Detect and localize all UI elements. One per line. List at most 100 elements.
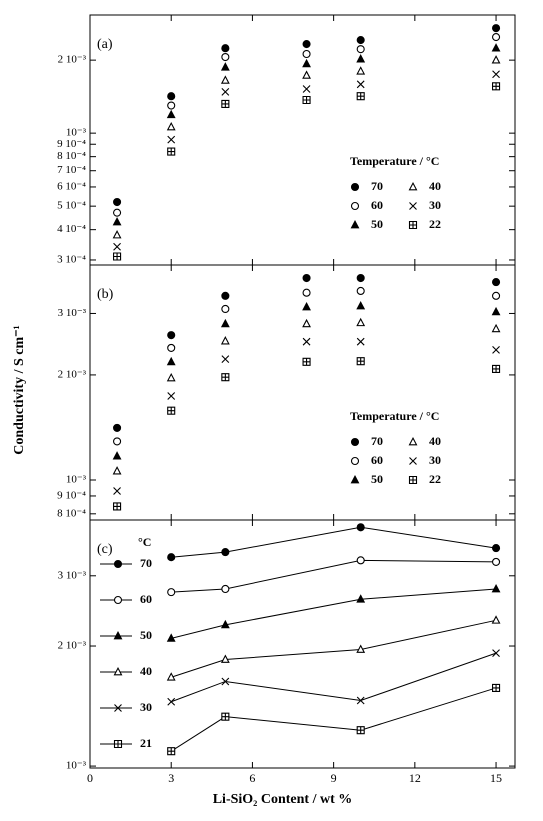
legend-marker: [350, 201, 360, 211]
data-point: [220, 619, 230, 629]
legend-marker: [408, 475, 418, 485]
data-point: [167, 588, 176, 597]
series-line: [171, 652, 497, 703]
data-point: [492, 345, 500, 354]
data-point: [492, 33, 501, 42]
legend-label: 60: [371, 453, 383, 467]
data-point: [302, 70, 311, 79]
y-tick-label: 4 10⁻⁴: [57, 223, 86, 235]
data-point: [220, 336, 230, 345]
data-point: [221, 677, 230, 686]
data-point: [492, 557, 501, 566]
data-point: [356, 66, 366, 75]
data-point: [491, 583, 501, 593]
legend-label: 50: [371, 217, 383, 231]
legend-marker: [113, 595, 123, 605]
data-point: [356, 301, 366, 310]
x-axis-label: Li-SiO₂ Content / wt %: [213, 792, 353, 807]
data-point: [356, 273, 365, 283]
y-tick-label: 7 10⁻⁴: [57, 164, 86, 176]
panel-label: (a): [97, 37, 113, 52]
x-tick-label: 12: [409, 771, 421, 785]
legend-label: 50: [371, 472, 383, 486]
data-point: [356, 286, 365, 295]
data-point: [302, 301, 311, 311]
x-tick-label: 6: [249, 771, 255, 785]
y-tick-label: 10⁻³: [66, 760, 87, 772]
series-line: [171, 588, 497, 639]
data-point: [302, 357, 311, 366]
data-point: [491, 323, 501, 333]
y-tick-label: 9 10⁻⁴: [57, 138, 86, 150]
data-point: [356, 45, 365, 54]
legend-label: 70: [140, 556, 152, 570]
data-point: [166, 121, 176, 131]
data-point: [221, 548, 230, 557]
y-tick-label: 3 10⁻⁴: [57, 253, 86, 265]
data-point: [356, 696, 365, 705]
data-point: [302, 337, 311, 346]
legend-title: °C: [138, 535, 151, 549]
data-point: [356, 644, 366, 653]
y-tick-label: 10⁻³: [66, 474, 87, 486]
legend-label: 60: [371, 198, 383, 212]
legend-marker: [114, 704, 122, 712]
data-point: [221, 291, 230, 300]
data-point: [113, 208, 122, 217]
legend-label: 30: [429, 453, 441, 467]
legend-label: 22: [429, 472, 441, 486]
data-point: [112, 451, 122, 460]
legend-marker: [408, 220, 418, 230]
y-tick-label: 2 10⁻³: [58, 54, 87, 66]
data-point: [221, 712, 230, 721]
legend-marker: [408, 436, 418, 446]
data-point: [221, 44, 230, 53]
legend-marker: [350, 456, 360, 466]
x-tick-label: 15: [490, 771, 502, 785]
data-point: [113, 423, 122, 432]
data-point: [220, 62, 230, 71]
data-point: [220, 654, 230, 663]
data-point: [491, 43, 501, 52]
data-point: [167, 747, 176, 756]
data-point: [492, 364, 501, 374]
y-tick-label: 10⁻³: [66, 127, 87, 139]
data-point: [220, 318, 230, 328]
legend-marker: [408, 181, 418, 191]
data-point: [113, 197, 122, 207]
plot-frame: [89, 14, 516, 266]
data-point: [166, 672, 176, 681]
legend-label: 40: [429, 179, 441, 193]
y-tick-label: 5 10⁻⁴: [57, 200, 86, 212]
y-tick-label: 6 10⁻⁴: [57, 180, 86, 192]
data-point: [113, 252, 122, 261]
panel-label: (b): [97, 287, 114, 302]
data-point: [167, 553, 176, 562]
x-tick-label: 3: [168, 771, 174, 785]
data-point: [166, 356, 176, 366]
data-point: [356, 594, 366, 603]
y-tick-label: 2 10⁻³: [58, 640, 87, 652]
y-tick-label: 8 10⁻⁴: [57, 507, 86, 519]
legend-marker: [350, 474, 360, 484]
data-point: [302, 85, 311, 93]
legend-marker: [113, 559, 123, 569]
data-point: [356, 556, 365, 565]
data-point: [302, 273, 311, 283]
legend-label: 70: [371, 179, 383, 193]
data-point: [356, 317, 366, 327]
panel-label: (c): [97, 542, 113, 557]
y-tick-label: 2 10⁻³: [58, 368, 87, 380]
data-point: [356, 337, 365, 346]
legend-label: 22: [429, 217, 441, 231]
data-point: [492, 683, 501, 693]
data-point: [302, 40, 311, 49]
series-line: [171, 559, 497, 593]
legend-label: 21: [140, 736, 152, 750]
y-tick-label: 9 10⁻⁴: [57, 489, 86, 501]
y-tick-label: 8 10⁻⁴: [57, 150, 86, 162]
data-point: [491, 55, 501, 64]
data-point: [356, 726, 365, 735]
legend-marker: [113, 630, 123, 640]
legend-label: 70: [371, 434, 383, 448]
